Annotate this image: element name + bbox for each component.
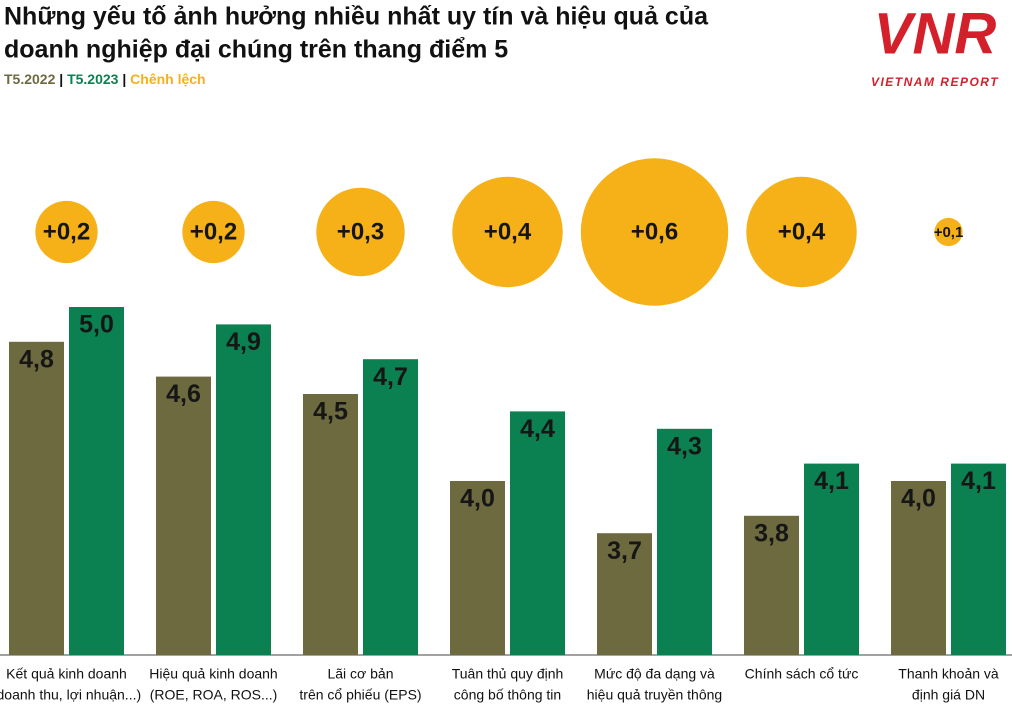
bubble-label: +0,2	[43, 218, 90, 245]
bubble-label: +0,1	[934, 224, 964, 241]
bar	[9, 341, 64, 655]
bubble-label: +0,2	[190, 218, 237, 245]
legend-separator: |	[59, 71, 63, 87]
bubble	[182, 200, 245, 264]
x-tick-label: (doanh thu, lợi nhuận...)	[0, 687, 141, 703]
data-label: 4,4	[520, 415, 555, 443]
bar	[216, 324, 271, 655]
data-label: 4,9	[226, 328, 261, 356]
bubble	[580, 158, 729, 306]
bubble-label: +0,6	[631, 218, 678, 245]
legend-separator: |	[122, 71, 126, 87]
bar	[804, 463, 859, 655]
legend-entry: T5.2022	[4, 71, 56, 87]
bar	[597, 533, 652, 655]
bubble	[934, 217, 963, 247]
bubble	[452, 176, 563, 288]
bar	[156, 376, 211, 655]
x-tick-label: Lãi cơ bản	[327, 666, 393, 682]
chart-title: Những yếu tố ảnh hưởng nhiều nhất uy tín…	[4, 3, 709, 31]
data-label: 3,7	[607, 537, 642, 565]
legend-entry: Chênh lệch	[130, 71, 205, 87]
bubble-label: +0,3	[337, 218, 384, 245]
bar	[450, 481, 505, 655]
bar	[951, 463, 1006, 655]
data-label: 4,0	[901, 485, 936, 513]
data-label: 3,8	[754, 519, 789, 547]
legend-entry: T5.2023	[67, 71, 119, 87]
bar	[744, 515, 799, 655]
x-tick-label: hiệu quả truyền thông	[587, 687, 722, 703]
bubble	[316, 187, 405, 277]
x-tick-label: định giá DN	[912, 687, 985, 703]
bubble	[35, 200, 98, 264]
x-tick-label: Thanh khoản và	[898, 666, 999, 682]
logo-text: VIETNAM REPORT	[871, 75, 999, 89]
x-tick-label: Tuân thủ quy định	[452, 666, 564, 682]
data-label: 4,1	[814, 467, 849, 495]
bar	[303, 394, 358, 655]
bar	[363, 359, 418, 655]
x-tick-label: Chính sách cổ tức	[745, 666, 859, 682]
data-label: 4,8	[19, 345, 54, 373]
bar	[891, 481, 946, 655]
data-label: 4,1	[961, 467, 996, 495]
bar	[657, 428, 712, 655]
data-label: 4,3	[667, 432, 702, 460]
bar	[69, 307, 124, 655]
data-label: 5,0	[79, 311, 114, 339]
data-label: 4,6	[166, 380, 201, 408]
chart-title: doanh nghiệp đại chúng trên thang điểm 5	[4, 36, 508, 64]
x-tick-label: Hiệu quả kinh doanh	[149, 666, 277, 682]
legend: T5.2022 | T5.2023 | Chênh lệch	[4, 71, 206, 87]
data-label: 4,5	[313, 398, 348, 426]
bubble-label: +0,4	[778, 218, 826, 245]
bar	[510, 411, 565, 655]
bubble	[746, 176, 857, 288]
x-tick-label: công bố thông tin	[454, 687, 561, 703]
data-label: 4,7	[373, 363, 408, 391]
x-tick-label: Kết quả kinh doanh	[6, 666, 127, 682]
data-label: 4,0	[460, 485, 495, 513]
x-tick-label: trên cổ phiếu (EPS)	[299, 687, 421, 703]
bubble-label: +0,4	[484, 218, 532, 245]
x-tick-label: (ROE, ROA, ROS...)	[150, 687, 278, 703]
logo-mark: VNR	[874, 1, 997, 66]
x-tick-label: Mức độ đa dạng và	[594, 666, 715, 682]
